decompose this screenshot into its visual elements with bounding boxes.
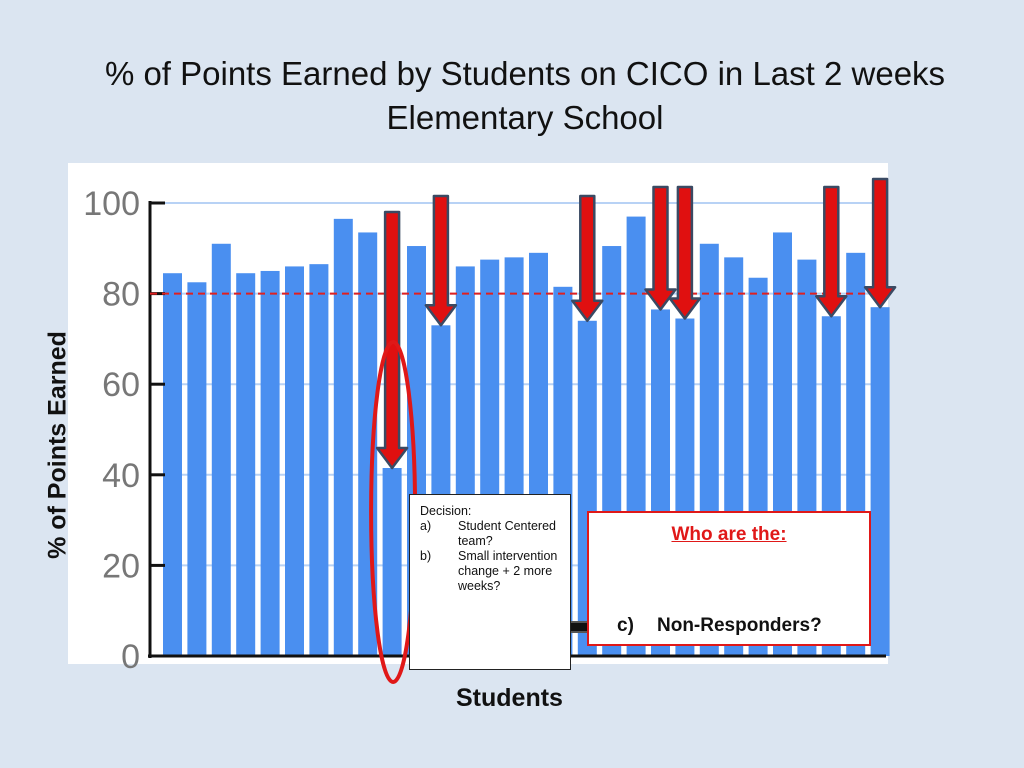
non-responders-marker: c) xyxy=(617,615,634,636)
bar xyxy=(236,273,256,656)
title-line-2: Elementary School xyxy=(386,99,664,136)
who-are-the-title: Who are the: xyxy=(671,524,787,545)
decision-item-a: a) Student Centered team? xyxy=(420,519,562,549)
decision-header: Decision: xyxy=(420,504,472,518)
bar xyxy=(333,218,353,657)
x-axis-label: Students xyxy=(456,684,563,712)
red-down-arrow xyxy=(375,210,409,470)
y-axis-label: % of Points Earned xyxy=(43,331,72,559)
who-are-the-box: Who are the: c) Non-Responders? xyxy=(587,511,871,646)
bar xyxy=(163,273,182,656)
bar xyxy=(260,270,280,656)
red-down-arrow xyxy=(815,185,848,318)
red-down-arrow xyxy=(571,194,604,323)
y-tick-label: 20 xyxy=(102,547,140,585)
non-responders-item: c) Non-Responders? xyxy=(617,615,822,637)
red-down-arrow xyxy=(644,185,677,311)
y-tick-label: 0 xyxy=(121,638,140,676)
bar xyxy=(870,307,890,656)
red-down-arrow xyxy=(668,185,702,320)
decision-text-b: Small intervention change + 2 more weeks… xyxy=(458,549,558,593)
bar xyxy=(382,468,402,656)
title-line-1: % of Points Earned by Students on CICO i… xyxy=(104,55,946,92)
bar xyxy=(187,282,207,656)
y-tick-label: 100 xyxy=(83,185,140,223)
bar xyxy=(211,243,231,656)
non-responders-text: Non-Responders? xyxy=(657,615,822,636)
decision-box: Decision: a) Student Centered team? b) S… xyxy=(409,494,571,670)
y-tick-label: 80 xyxy=(102,276,140,314)
slide-title: % of Points Earned by Students on CICO i… xyxy=(0,52,1024,140)
decision-marker-b: b) xyxy=(420,549,432,563)
decision-item-b: b) Small intervention change + 2 more we… xyxy=(420,549,562,594)
bar xyxy=(309,264,329,656)
bar xyxy=(285,266,304,656)
y-tick-label: 40 xyxy=(102,457,140,495)
red-down-arrow xyxy=(863,177,897,309)
decision-text-a: Student Centered team? xyxy=(458,519,556,548)
decision-marker-a: a) xyxy=(420,519,432,533)
red-down-arrow xyxy=(424,194,458,327)
y-tick-labels: 0 20 40 60 80 100 xyxy=(83,185,140,676)
y-tick-label: 60 xyxy=(102,366,140,404)
red-arrows xyxy=(375,177,897,470)
